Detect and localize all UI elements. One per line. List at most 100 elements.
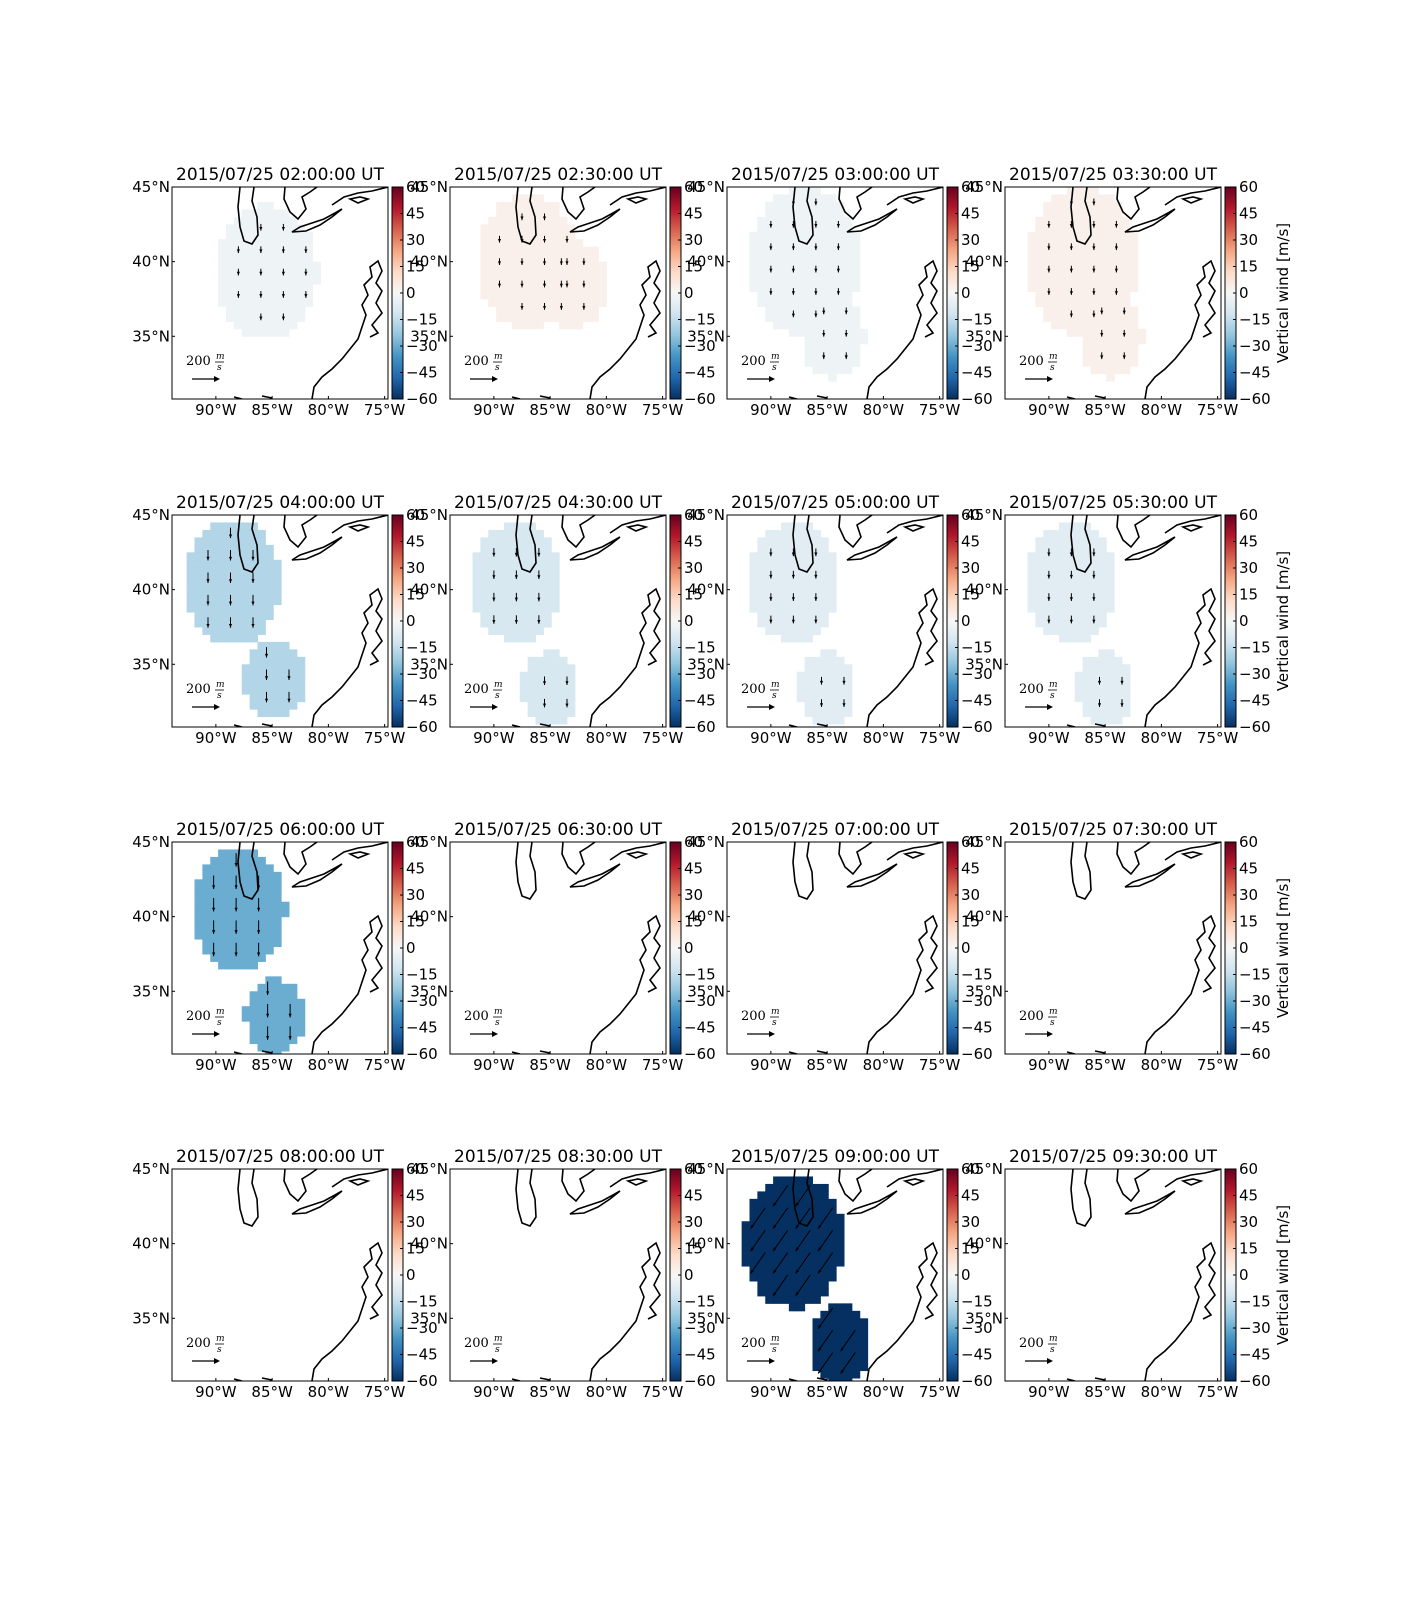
wind-cell bbox=[820, 351, 829, 360]
scale-unit-num: m bbox=[1049, 680, 1058, 690]
wind-cell bbox=[1090, 664, 1099, 673]
wind-cell bbox=[273, 321, 282, 330]
arrow-head bbox=[1122, 355, 1126, 360]
wind-cell bbox=[773, 224, 782, 233]
wind-cell bbox=[289, 254, 298, 263]
wind-cell bbox=[233, 574, 243, 583]
colorbar-tick-label: −30 bbox=[684, 992, 716, 1010]
wind-cell bbox=[1066, 604, 1076, 613]
wind-cell bbox=[543, 239, 552, 248]
wind-cell bbox=[781, 537, 790, 546]
wind-cell bbox=[527, 664, 536, 673]
wind-cell bbox=[567, 291, 576, 300]
wind-cell bbox=[480, 284, 489, 293]
wind-cell bbox=[1074, 634, 1084, 643]
wind-cell bbox=[210, 604, 219, 613]
wind-cell bbox=[265, 216, 274, 225]
wind-cell bbox=[765, 567, 774, 576]
wind-cell bbox=[1098, 321, 1107, 330]
arrow-head bbox=[582, 306, 586, 310]
wind-cell bbox=[281, 328, 290, 337]
wind-cell bbox=[265, 694, 274, 703]
wind-cell bbox=[1074, 582, 1084, 591]
wind-cell bbox=[828, 1243, 837, 1252]
wind-cell bbox=[788, 597, 798, 606]
colorbar-tick-label: −60 bbox=[684, 390, 716, 408]
wind-cell bbox=[535, 567, 544, 576]
wind-cell bbox=[1035, 552, 1044, 561]
wind-cell bbox=[241, 619, 251, 628]
wind-cell bbox=[749, 276, 758, 285]
arrow-head bbox=[514, 597, 518, 602]
wind-cell bbox=[851, 1325, 861, 1334]
wind-cell bbox=[527, 589, 536, 598]
wind-cell bbox=[757, 1266, 766, 1275]
wind-cell bbox=[535, 664, 544, 673]
wind-cell bbox=[757, 559, 766, 568]
arrow-head bbox=[844, 333, 848, 337]
wind-cell bbox=[304, 231, 314, 240]
wind-cell bbox=[480, 537, 489, 546]
wind-cell bbox=[488, 254, 497, 263]
wind-cell bbox=[796, 612, 806, 621]
wind-cell bbox=[820, 537, 829, 546]
wind-cell bbox=[851, 246, 861, 255]
wind-cell bbox=[265, 552, 274, 561]
wind-cell bbox=[590, 261, 599, 270]
arrow-head bbox=[814, 552, 818, 557]
wind-cell bbox=[1106, 231, 1115, 240]
y-tick-label: 45°N bbox=[132, 833, 170, 851]
arrow-head bbox=[259, 271, 263, 276]
wind-cell bbox=[820, 1213, 829, 1222]
wind-cell bbox=[820, 254, 829, 263]
wind-cell bbox=[233, 224, 243, 233]
wind-cell bbox=[820, 1206, 829, 1215]
wind-cell bbox=[273, 246, 282, 255]
wind-cell bbox=[796, 194, 806, 203]
colorbar-tick-label: 15 bbox=[1239, 1240, 1258, 1258]
wind-cell bbox=[265, 261, 274, 270]
wind-cell bbox=[511, 559, 521, 568]
arrow-head bbox=[1069, 619, 1073, 624]
colorbar-tick-label: −60 bbox=[684, 718, 716, 736]
wind-cell bbox=[202, 589, 211, 598]
wind-cell bbox=[480, 582, 489, 591]
wind-cell bbox=[1035, 597, 1044, 606]
wind-cell bbox=[1043, 246, 1052, 255]
wind-region bbox=[194, 849, 290, 970]
arrow-head bbox=[537, 620, 541, 624]
wind-cell bbox=[559, 291, 568, 300]
wind-cell bbox=[559, 716, 568, 725]
y-tick-label: 40°N bbox=[687, 253, 725, 271]
panel-title: 2015/07/25 04:00:00 UT bbox=[176, 493, 385, 513]
wind-cell bbox=[265, 604, 274, 613]
wind-cell bbox=[249, 1036, 258, 1045]
wind-cell bbox=[812, 574, 821, 583]
wind-cell bbox=[480, 544, 489, 553]
wind-cell bbox=[257, 1028, 266, 1037]
wind-cell bbox=[511, 291, 521, 300]
wind-cell bbox=[257, 328, 266, 337]
wind-cell bbox=[265, 246, 274, 255]
wind-cell bbox=[781, 261, 790, 270]
colorbar-tick-label: 30 bbox=[1239, 559, 1258, 577]
wind-cell bbox=[226, 931, 235, 940]
wind-cell bbox=[511, 276, 521, 285]
wind-cell bbox=[249, 567, 258, 576]
wind-cell bbox=[519, 612, 529, 621]
scale-value: 200 bbox=[186, 354, 211, 369]
wind-cell bbox=[273, 1036, 282, 1045]
wind-cell bbox=[249, 231, 258, 240]
wind-cell bbox=[194, 886, 203, 895]
wind-cell bbox=[551, 582, 560, 591]
wind-cell bbox=[265, 313, 274, 322]
wind-cell bbox=[273, 656, 282, 665]
wind-cell bbox=[1082, 261, 1091, 270]
wind-cell bbox=[527, 574, 536, 583]
wind-cell bbox=[1066, 328, 1076, 337]
wind-cell bbox=[765, 612, 774, 621]
wind-cell bbox=[257, 254, 266, 263]
wind-cell bbox=[257, 983, 266, 992]
